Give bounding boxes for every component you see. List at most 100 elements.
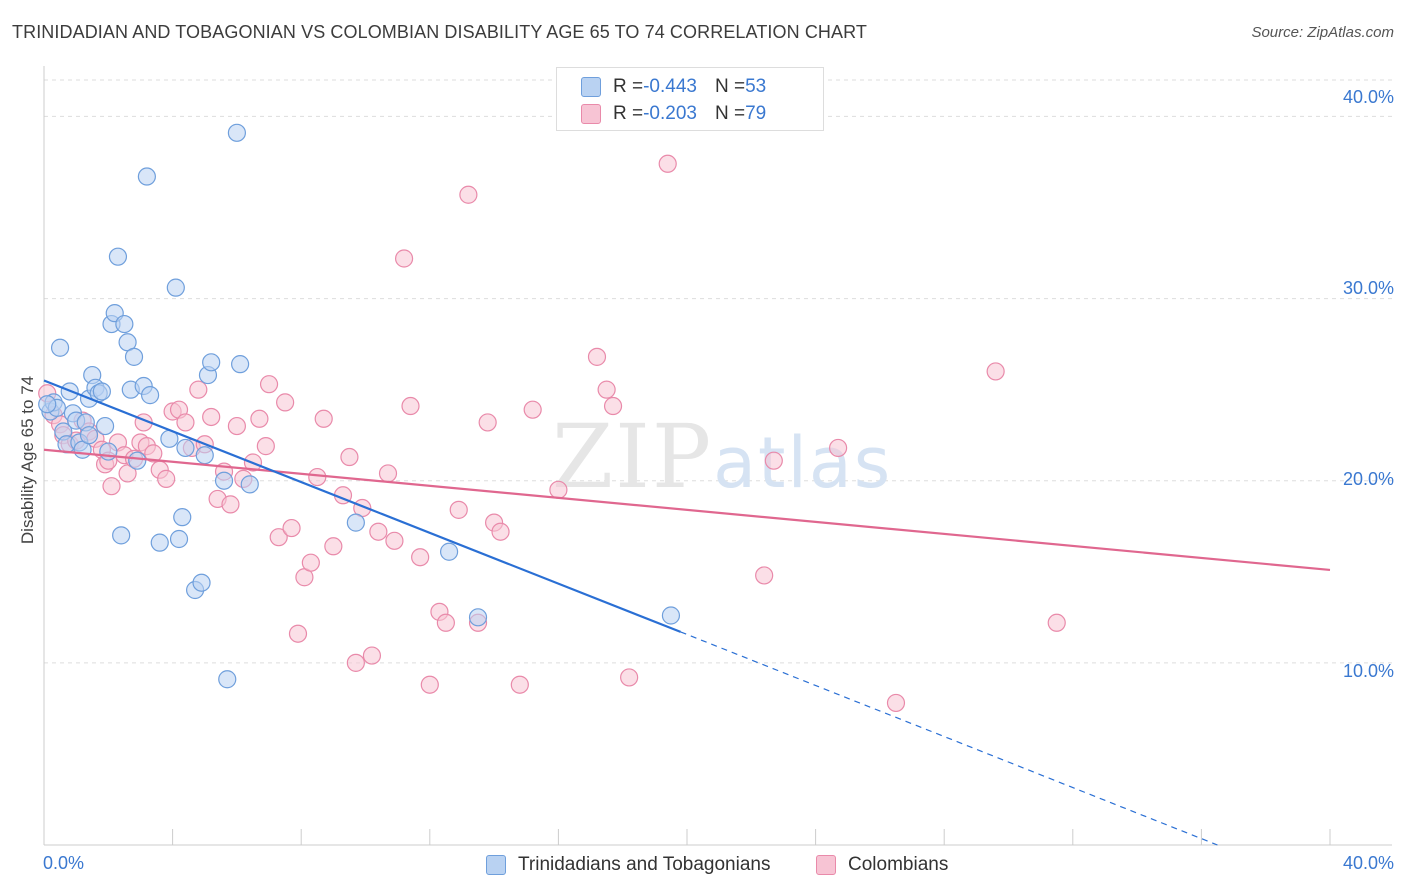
data-point [549,480,568,499]
data-point [378,464,398,483]
data-point [192,573,211,592]
data-point [324,537,343,556]
data-point [202,353,221,372]
data-point [128,451,147,470]
data-point [411,548,430,567]
data-point [1047,613,1066,632]
y-tick-label: 20.0% [1342,469,1394,489]
data-point [346,513,365,532]
data-point [620,668,639,687]
legend-row-trinidadians: R = -0.443 N = 53 [581,75,766,99]
data-point [231,355,250,374]
legend-r-label: R = [613,103,644,124]
data-point [478,413,497,432]
data-point [829,438,848,458]
data-point [755,566,774,585]
legend-n-value: 53 [745,76,767,97]
data-point [436,613,455,632]
data-point [346,653,365,672]
data-point [38,395,57,414]
data-point [214,471,234,490]
data-point [587,347,607,366]
trinidadians-trendline-extension [680,631,1218,846]
bottom-legend-swatch-blue [486,855,506,875]
data-point [276,393,295,412]
data-point [189,380,208,399]
data-point [401,396,420,416]
data-point [308,467,327,487]
data-point [169,529,189,549]
data-point [108,247,128,266]
data-point [50,338,70,357]
watermark-zip: ZIP [552,405,713,508]
legend-n-value: 79 [745,103,767,124]
data-point [491,522,510,541]
legend-swatch-pink [581,104,601,124]
data-point [661,606,681,625]
watermark-atlas: atlas [713,422,892,504]
data-point [150,533,169,552]
legend-n-label: N = [714,76,746,97]
bottom-legend-trinidadians: Trinidadians and Tobagonians [486,852,770,878]
legend-r-value: -0.443 [643,76,697,97]
y-tick-label: 40.0% [1342,87,1394,107]
bottom-legend-swatch-pink [816,855,836,875]
data-point [92,382,111,401]
data-point [597,380,616,399]
data-point [369,522,388,541]
legend-row-colombians: R = -0.203 N = 79 [581,102,766,126]
data-point [173,508,192,527]
data-point [115,314,134,334]
data-point [99,442,118,461]
trinidadians-trendline [43,379,681,633]
data-point [439,542,459,561]
legend-n-label: N = [714,103,746,124]
data-point [112,526,131,545]
data-point [137,167,156,186]
data-point [340,447,359,467]
data-point [510,675,529,694]
x-tick-label: 0.0% [43,853,85,873]
data-point [176,438,195,458]
data-point [176,413,195,432]
data-point [259,375,279,394]
data-point [102,477,121,496]
trinidadians-series [38,123,681,689]
data-point [385,531,404,550]
data-point [240,475,259,494]
data-point [218,670,237,689]
bottom-legend-label: Colombians [848,854,949,875]
watermark: ZIPatlas [552,405,892,508]
data-point [314,409,333,428]
data-point [124,347,144,366]
data-point [449,500,468,519]
x-tick-label: 40.0% [1342,853,1394,873]
data-point [658,154,677,173]
data-point [468,608,488,627]
legend-r-label: R = [613,76,644,97]
data-point [420,675,439,694]
bottom-legend-label: Trinidadians and Tobagonians [518,854,771,875]
y-tick-label: 30.0% [1342,278,1394,298]
data-point [256,437,275,456]
data-point [250,409,269,428]
data-point [603,396,623,416]
data-point [459,185,478,204]
data-point [95,416,115,436]
data-point [362,646,382,665]
data-point [227,123,246,142]
data-point [166,278,185,297]
axes [43,66,1392,846]
legend-r-value: -0.203 [643,103,697,124]
legend-swatch-blue [581,77,601,97]
data-point [764,451,783,470]
data-point [282,518,301,538]
data-point [227,416,246,436]
data-point [140,386,160,405]
data-point [986,362,1005,381]
correlation-legend: R = -0.443 N = 53 R = -0.203 N = 79 [556,67,824,131]
data-point [144,444,163,463]
data-point [523,400,542,419]
grid-lines [44,79,1392,664]
